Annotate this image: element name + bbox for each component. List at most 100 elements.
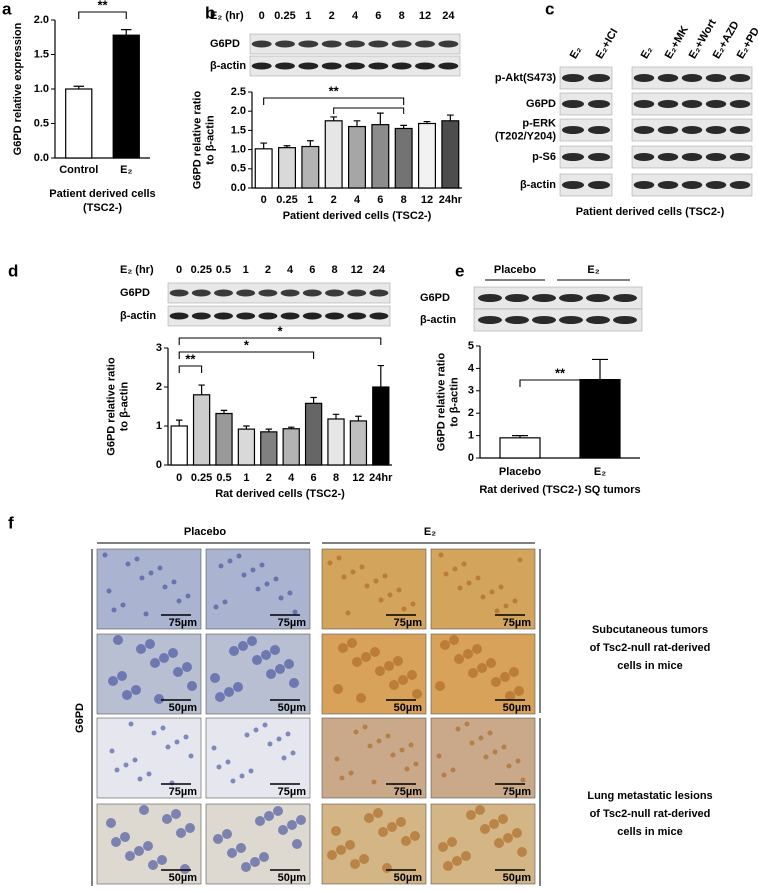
cell <box>338 643 348 653</box>
y-tick-label: 3 <box>468 385 474 397</box>
blot-strip <box>559 92 613 116</box>
cell <box>382 863 392 873</box>
scale-bar-label: 50µm <box>169 702 198 714</box>
blot-band <box>729 126 751 134</box>
cell <box>131 685 141 695</box>
cell <box>447 837 457 847</box>
significance-bracket <box>333 107 405 114</box>
x-tick-label: 1 <box>243 472 249 484</box>
blot-band <box>633 100 655 108</box>
error-bar <box>353 120 361 127</box>
scale-bar-label: 50µm <box>394 702 423 714</box>
blot-band <box>345 62 365 70</box>
cell <box>275 664 285 674</box>
bar <box>327 418 345 466</box>
cell <box>370 647 380 657</box>
cell <box>478 735 484 741</box>
cell <box>264 581 270 587</box>
row-label: of Tsc2-null rat-derived <box>590 642 711 654</box>
cell <box>211 745 217 751</box>
blot-band <box>369 312 389 320</box>
blot-band <box>681 100 703 108</box>
cell <box>512 598 518 604</box>
cell <box>389 680 399 690</box>
cell <box>227 558 233 564</box>
cell <box>255 586 261 592</box>
blot-band <box>478 316 502 324</box>
significance-bracket <box>178 365 203 373</box>
cell <box>134 846 144 856</box>
cell <box>230 778 236 784</box>
blot-band <box>729 74 751 82</box>
cell <box>455 726 461 732</box>
row-label: G6PD <box>526 98 556 110</box>
lane-label: 8 <box>399 10 405 22</box>
x-axis-label: Rat derived cells (TSC2-) <box>215 488 345 500</box>
row-label: β-actin <box>210 60 246 72</box>
cell <box>171 579 177 585</box>
y-tick-label: 1.0 <box>231 144 246 156</box>
significance-label: ** <box>329 83 340 98</box>
cell <box>347 638 357 648</box>
cell <box>438 842 448 852</box>
blot-band <box>657 74 679 82</box>
blot-strip <box>559 66 613 90</box>
bar <box>371 124 390 189</box>
y-tick-label: 4 <box>468 362 475 374</box>
blot-band <box>613 294 637 302</box>
lane-label: 0.25 <box>274 10 295 22</box>
cell <box>227 848 237 858</box>
blot-strip <box>473 308 643 332</box>
cell <box>174 739 180 745</box>
cell <box>259 852 269 862</box>
cell <box>165 744 171 750</box>
significance-bracket <box>519 379 601 387</box>
cell <box>475 805 485 815</box>
cell <box>352 657 362 667</box>
cell <box>162 814 172 824</box>
scale-bar-label: 50µm <box>278 702 307 714</box>
significance-bracket <box>78 11 127 19</box>
blot-band <box>505 294 529 302</box>
cell <box>176 828 186 838</box>
bar <box>278 147 297 189</box>
cell <box>356 693 366 703</box>
cell <box>117 671 127 681</box>
cell <box>327 850 337 860</box>
cell <box>469 740 475 746</box>
cell <box>452 566 458 572</box>
y-tick-label: 0.0 <box>231 182 246 194</box>
cell <box>376 738 382 744</box>
cell <box>120 832 130 842</box>
y-tick-label: 0.5 <box>34 117 49 129</box>
cell <box>253 727 259 733</box>
cell <box>407 670 417 680</box>
y-axis-label: to β-actin <box>118 381 130 431</box>
cell <box>345 840 355 850</box>
cell <box>500 672 510 682</box>
x-tick-label: 8 <box>333 472 339 484</box>
caption: Patient derived cells (TSC2-) <box>576 206 725 218</box>
cell <box>261 650 271 660</box>
cell <box>176 598 182 604</box>
error-bar <box>377 364 385 387</box>
cell <box>239 773 245 779</box>
bar <box>192 394 211 466</box>
significance-label: ** <box>555 365 566 380</box>
cell <box>241 572 247 578</box>
blot-band <box>681 153 703 161</box>
x-tick-label: 4 <box>354 194 361 206</box>
error-bar <box>243 425 250 430</box>
blot-band <box>705 126 727 134</box>
cell <box>250 857 260 867</box>
cell <box>185 593 191 599</box>
cell <box>264 811 274 821</box>
cell <box>350 859 360 869</box>
cell <box>382 573 388 579</box>
blot-band <box>587 153 611 161</box>
blot-band <box>369 289 389 297</box>
bar <box>170 425 188 466</box>
cell <box>333 684 343 694</box>
bar <box>324 120 343 189</box>
lane-label: 4 <box>352 10 359 22</box>
